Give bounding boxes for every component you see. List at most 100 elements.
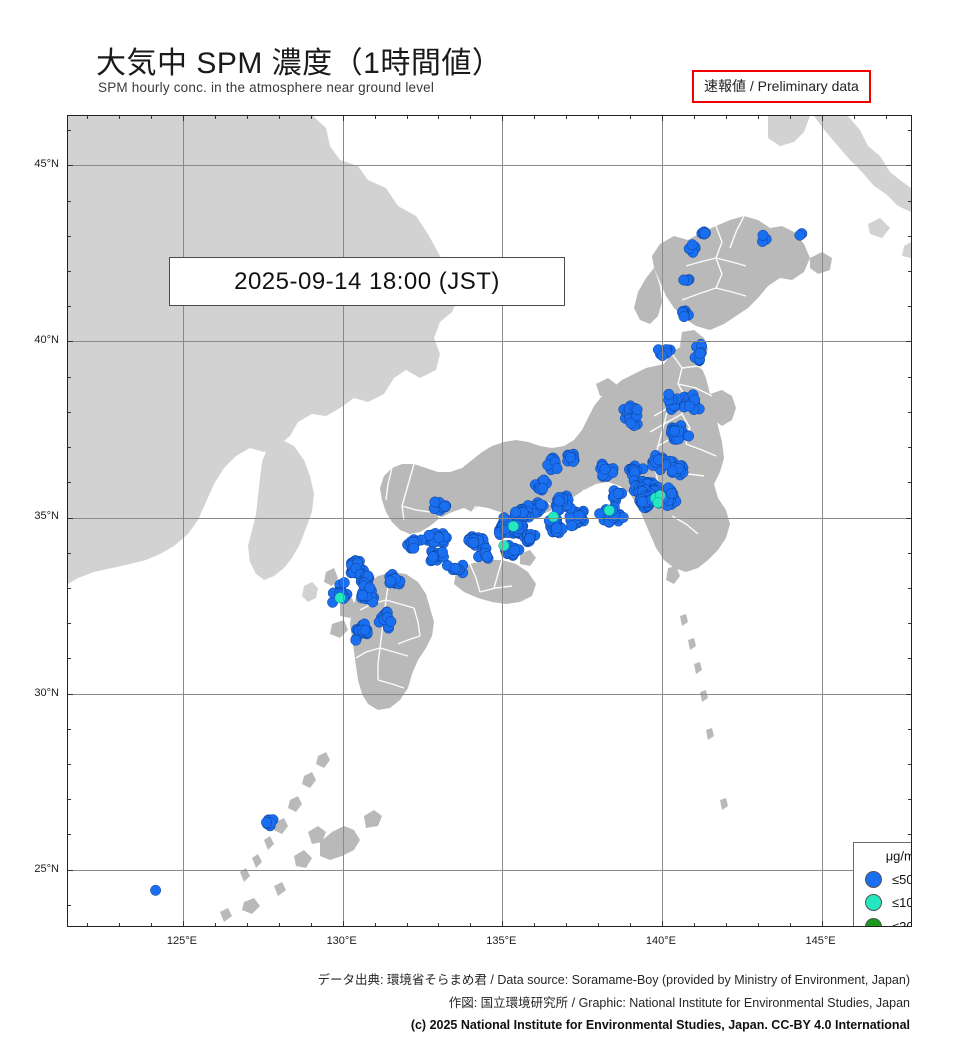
station-points-layer xyxy=(150,226,808,896)
footer-copyright: (c) 2025 National Institute for Environm… xyxy=(410,1018,910,1032)
axis-tick xyxy=(438,116,440,119)
station-point xyxy=(524,533,536,545)
station-point xyxy=(481,551,493,562)
map-clip xyxy=(68,116,911,926)
station-point xyxy=(150,884,162,896)
axis-tick xyxy=(908,447,911,448)
axis-tick xyxy=(68,517,73,519)
axis-tick xyxy=(214,923,216,926)
axis-tick xyxy=(693,116,695,119)
legend-color-swatch xyxy=(865,917,882,926)
station-point xyxy=(678,311,690,323)
axis-tick xyxy=(214,116,216,119)
axis-tick xyxy=(853,116,855,119)
axis-tick xyxy=(183,921,184,926)
axis-tick xyxy=(908,235,911,237)
axis-tick xyxy=(278,116,280,119)
axis-tick xyxy=(470,923,472,926)
page-subtitle: SPM hourly conc. in the atmosphere near … xyxy=(98,80,435,95)
gridline-vertical xyxy=(661,116,663,926)
axis-tick xyxy=(68,341,73,343)
axis-tick xyxy=(119,116,121,119)
axis-tick xyxy=(87,116,89,119)
station-point xyxy=(663,388,675,400)
preliminary-data-badge: 速報値 / Preliminary data xyxy=(692,70,871,103)
axis-tick xyxy=(566,923,568,926)
station-point xyxy=(668,425,680,437)
station-point xyxy=(612,487,624,499)
axis-tick xyxy=(68,728,71,730)
station-point xyxy=(653,454,665,466)
legend-item: ≤50 xyxy=(854,867,912,891)
station-point xyxy=(603,504,615,516)
station-point xyxy=(429,496,441,508)
axis-tick xyxy=(534,116,536,119)
y-axis-label: 45°N xyxy=(34,158,59,171)
station-point xyxy=(757,229,769,241)
station-point xyxy=(364,582,376,594)
station-point xyxy=(566,520,578,532)
axis-tick xyxy=(183,116,184,121)
station-point xyxy=(547,511,559,523)
axis-tick xyxy=(908,799,911,801)
axis-tick xyxy=(68,904,71,906)
x-axis-label: 130°E xyxy=(326,935,357,947)
axis-tick xyxy=(821,921,823,926)
axis-tick xyxy=(68,587,71,589)
station-point xyxy=(439,500,451,512)
station-point xyxy=(350,634,362,646)
axis-tick xyxy=(68,411,71,413)
legend-item: ≤200 xyxy=(854,914,911,926)
axis-tick xyxy=(68,376,71,378)
axis-tick xyxy=(68,447,71,448)
legend-unit: μg/m3 xyxy=(854,848,911,863)
axis-tick xyxy=(908,482,911,484)
station-point xyxy=(468,537,480,549)
axis-tick xyxy=(87,923,89,926)
legend-color-swatch xyxy=(865,894,882,912)
axis-tick xyxy=(908,411,911,413)
map-canvas[interactable]: 2025-09-14 18:00 (JST) μg/m3 ≤50 ≤100 ≤200… xyxy=(67,115,912,927)
axis-tick xyxy=(725,116,727,119)
footer-graphic-credit: 作図: 国立環境研究所 / Graphic: National Institut… xyxy=(448,996,910,1010)
station-point xyxy=(338,577,350,589)
station-point xyxy=(427,551,439,563)
axis-tick xyxy=(908,306,911,308)
x-axis-label: 125°E xyxy=(166,935,197,947)
axis-tick xyxy=(470,116,472,119)
axis-tick xyxy=(68,130,71,132)
station-point xyxy=(385,616,397,628)
axis-tick xyxy=(630,116,631,119)
axis-tick xyxy=(68,764,71,765)
axis-tick xyxy=(789,923,791,926)
axis-tick xyxy=(906,341,911,343)
y-axis-label: 35°N xyxy=(34,510,59,523)
station-point xyxy=(699,227,711,239)
axis-tick xyxy=(757,116,759,119)
legend-item-label: ≤50 xyxy=(892,871,912,887)
axis-tick xyxy=(310,116,312,119)
y-axis-label: 30°N xyxy=(34,686,59,699)
axis-tick xyxy=(908,552,911,554)
axis-tick xyxy=(821,116,823,121)
station-point xyxy=(509,544,521,556)
axis-tick xyxy=(908,587,911,589)
station-point xyxy=(666,487,677,499)
axis-tick xyxy=(68,799,71,801)
axis-tick xyxy=(906,165,911,167)
station-point xyxy=(551,522,563,534)
axis-tick xyxy=(68,693,73,695)
axis-tick xyxy=(151,116,152,119)
station-point xyxy=(573,510,585,522)
gridline-horizontal xyxy=(68,869,911,871)
axis-tick xyxy=(342,116,344,121)
axis-tick xyxy=(406,116,408,119)
gridline-vertical xyxy=(502,116,504,926)
station-point xyxy=(686,239,698,251)
axis-tick xyxy=(757,923,759,926)
page-title: 大気中 SPM 濃度（1時間値） xyxy=(96,47,503,80)
axis-tick xyxy=(68,552,71,554)
axis-tick xyxy=(374,923,376,926)
axis-tick xyxy=(908,658,911,660)
timestamp-label: 2025-09-14 18:00 (JST) xyxy=(169,257,565,306)
